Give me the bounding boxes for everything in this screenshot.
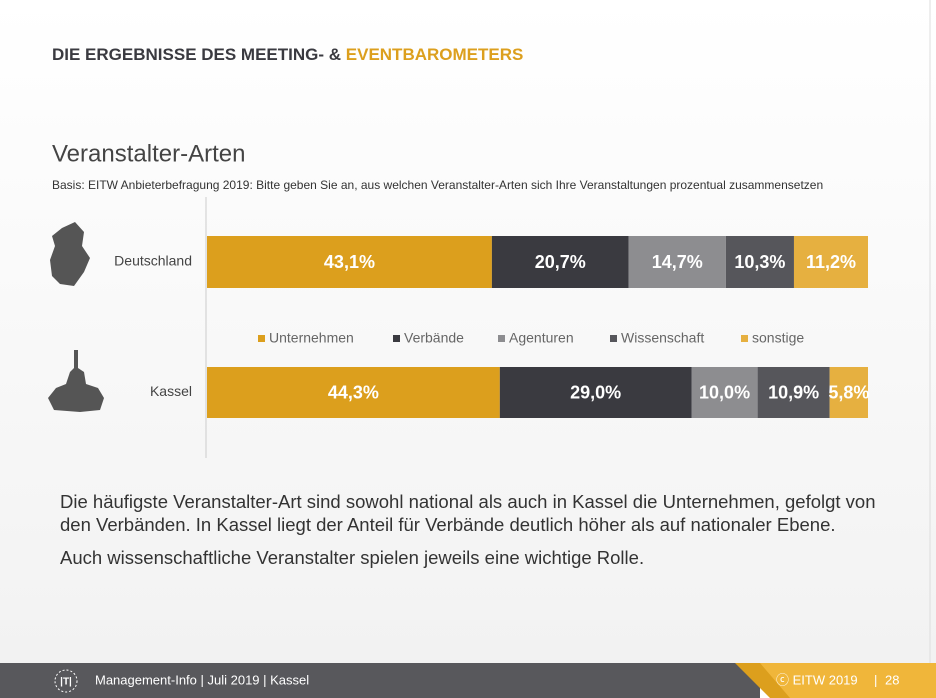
category-label: Deutschland bbox=[114, 253, 192, 269]
bar-segment bbox=[691, 367, 758, 418]
bar-segment bbox=[829, 367, 868, 418]
category-label: Kassel bbox=[150, 383, 192, 399]
value-label: 44,3% bbox=[328, 382, 379, 402]
bar-segment bbox=[207, 367, 500, 418]
chart-title: Veranstalter-Arten bbox=[52, 140, 245, 167]
footer-text: Management-Info | Juli 2019 | Kassel bbox=[95, 672, 309, 687]
legend-swatch bbox=[258, 335, 265, 342]
footer-page: 28 bbox=[885, 672, 899, 687]
paragraph: Die häufigste Veranstalter-Art sind sowo… bbox=[60, 491, 876, 535]
value-label: 10,3% bbox=[734, 252, 785, 272]
background bbox=[0, 0, 936, 663]
footer-logo bbox=[54, 669, 78, 693]
value-label: 10,9% bbox=[768, 382, 819, 402]
legend-label: Wissenschaft bbox=[621, 330, 704, 346]
germany-icon bbox=[50, 222, 90, 286]
value-label: 5,8% bbox=[828, 382, 869, 402]
legend-swatch bbox=[610, 335, 617, 342]
legend-label: Verbände bbox=[404, 330, 464, 346]
bar-segment bbox=[725, 236, 794, 288]
footer-separator: | bbox=[874, 672, 877, 687]
legend-label: Agenturen bbox=[509, 330, 574, 346]
bar-segment bbox=[757, 367, 830, 418]
value-label: 11,2% bbox=[806, 252, 856, 272]
bar-segment bbox=[491, 236, 629, 288]
value-label: 29,0% bbox=[570, 382, 621, 402]
value-label: 20,7% bbox=[535, 252, 586, 272]
value-label: 14,7% bbox=[652, 252, 703, 272]
bar-segment bbox=[499, 367, 692, 418]
footer-bar bbox=[0, 663, 760, 698]
chart-subtitle: Basis: EITW Anbieterbefragung 2019: Bitt… bbox=[52, 178, 823, 192]
legend-swatch bbox=[741, 335, 748, 342]
bar-segment bbox=[628, 236, 726, 288]
body-text: Die häufigste Veranstalter-Art sind sowo… bbox=[60, 490, 880, 579]
bar-segment bbox=[207, 236, 492, 288]
kassel-icon bbox=[48, 350, 104, 412]
value-label: 10,0% bbox=[699, 382, 750, 402]
footer-copyright: ⓒ EITW 2019 bbox=[776, 672, 858, 687]
footer-logo-mark: |T| bbox=[60, 677, 72, 688]
value-label: 43,1% bbox=[324, 252, 375, 272]
legend-swatch bbox=[498, 335, 505, 342]
legend-label: Unternehmen bbox=[269, 330, 354, 346]
header-title: DIE ERGEBNISSE DES MEETING- & EVENTBAROM… bbox=[52, 45, 523, 64]
legend-swatch bbox=[393, 335, 400, 342]
header-title-part: EVENTBAROMETERS bbox=[346, 45, 524, 64]
header-title-part: DIE ERGEBNISSE DES MEETING- & bbox=[52, 45, 346, 64]
bar-segment bbox=[793, 236, 868, 288]
legend-label: sonstige bbox=[752, 330, 804, 346]
paragraph: Auch wissenschaftliche Veranstalter spie… bbox=[60, 547, 645, 568]
footer-accent bbox=[760, 663, 936, 698]
